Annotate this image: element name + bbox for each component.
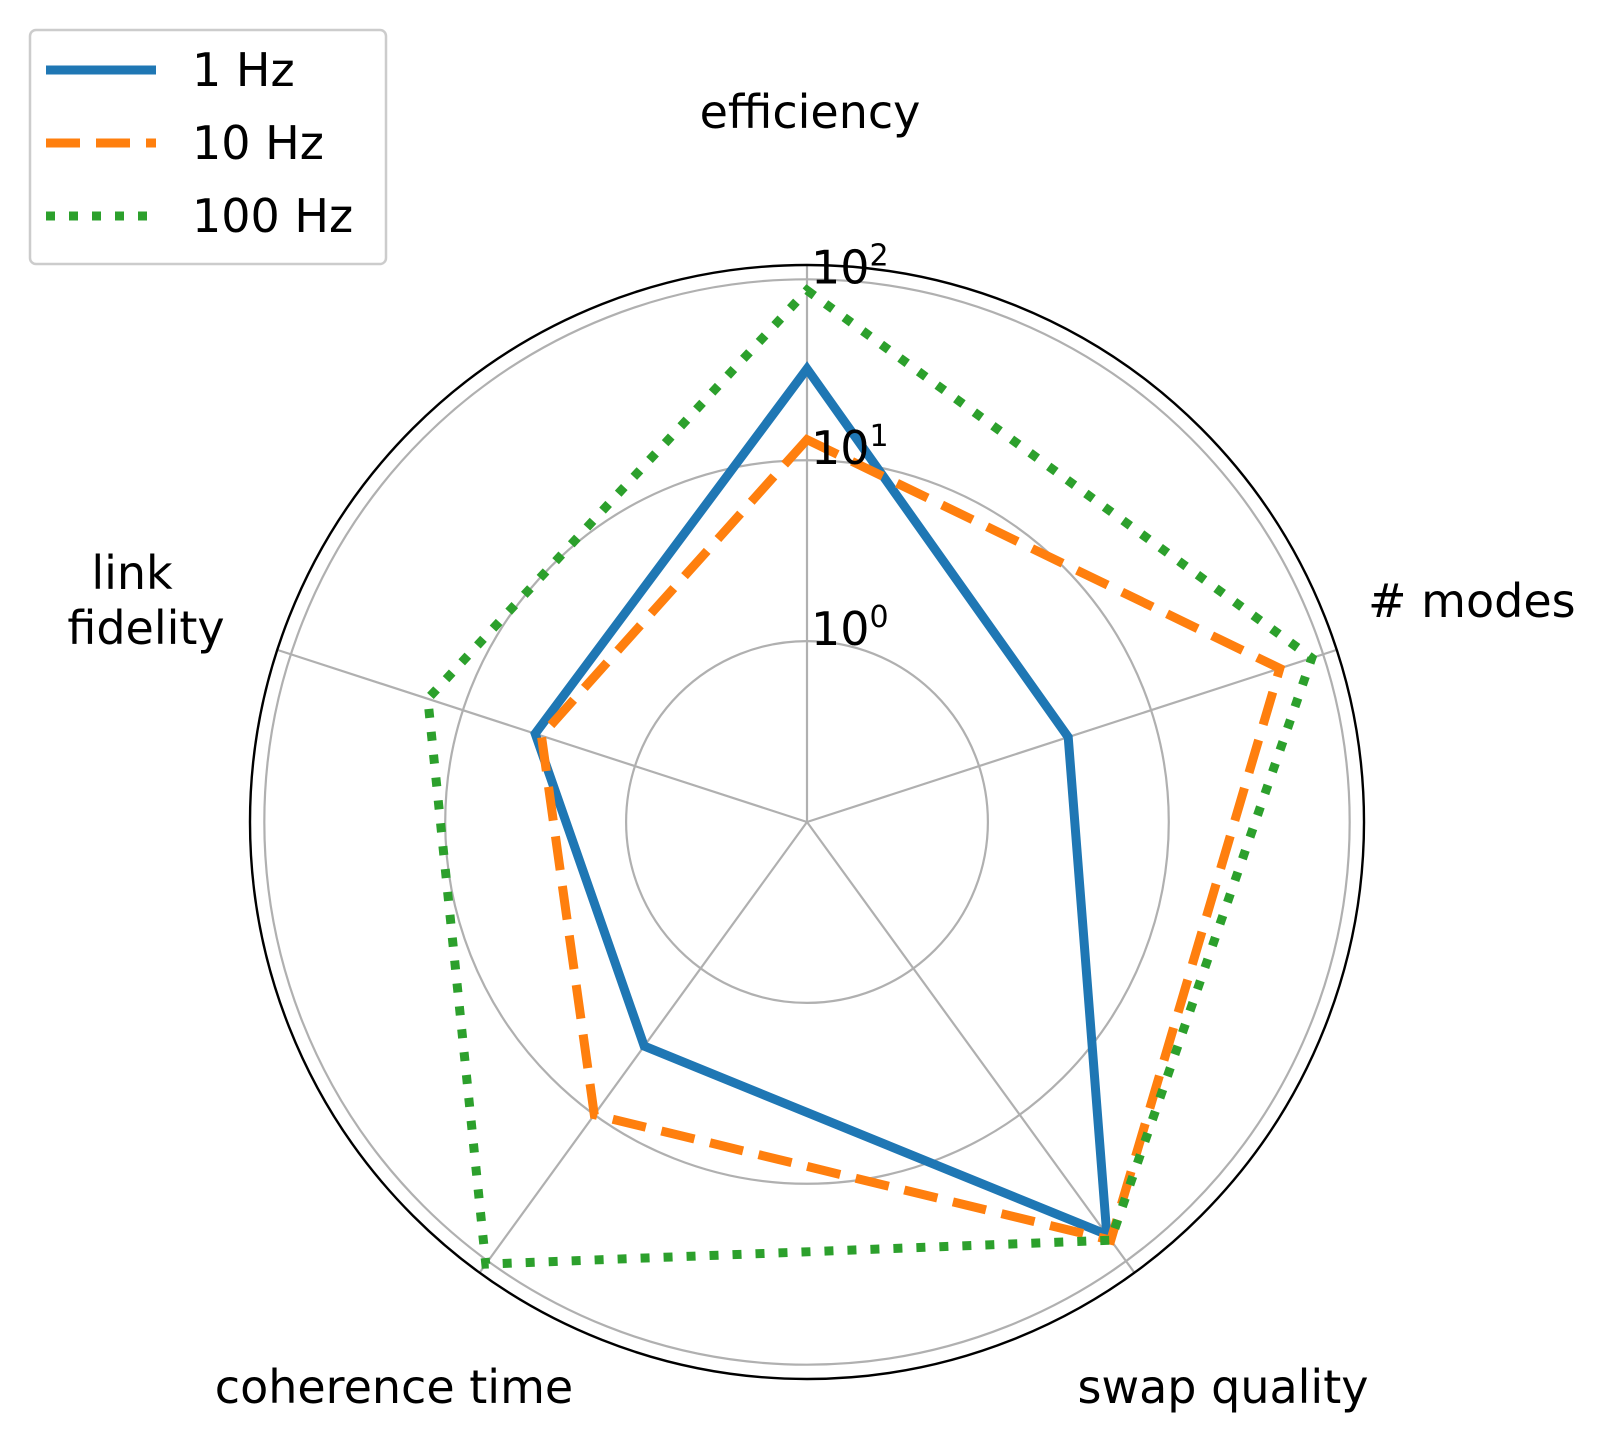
label-layer: 100 101 102 efficiency # modes swap quality co… [67, 85, 1575, 1414]
legend-label-2: 100 Hz [192, 189, 353, 243]
series-line-1 [536, 434, 1286, 1246]
legend-frame [28, 28, 388, 266]
axis-label-0: efficiency [700, 85, 921, 139]
legend-label-1: 10 Hz [192, 116, 324, 170]
r-tick-label-1e1: 101 [811, 419, 889, 475]
r-tick-label-1e2: 102 [811, 238, 889, 294]
axis-label-3: coherence time [215, 1360, 573, 1414]
axis-label-4-line-0: link [91, 546, 173, 600]
spoke-4 [276, 648, 808, 824]
legend: 1 Hz 10 Hz 100 Hz [28, 28, 388, 266]
axis-label-4-line-1: fidelity [67, 601, 224, 655]
grid-layer [248, 263, 1366, 1381]
r-tick-label-1e0: 100 [811, 600, 889, 656]
axis-label-2: swap quality [1078, 1360, 1369, 1414]
polar-frame [248, 263, 1366, 1381]
spoke-2 [806, 821, 1136, 1274]
series-layer [423, 284, 1318, 1269]
legend-label-0: 1 Hz [192, 43, 295, 97]
series-line-0 [530, 361, 1112, 1242]
axis-label-1: # modes [1368, 574, 1576, 628]
